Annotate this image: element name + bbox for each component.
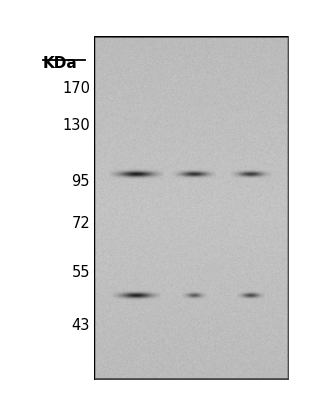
Text: B: B xyxy=(184,52,195,67)
Text: 55: 55 xyxy=(72,265,90,280)
Bar xyxy=(94,36,288,380)
Text: A: A xyxy=(139,52,150,67)
Text: 170: 170 xyxy=(62,81,90,96)
Text: C: C xyxy=(228,52,239,67)
Text: 72: 72 xyxy=(71,216,90,231)
Text: 95: 95 xyxy=(72,174,90,190)
Text: KDa: KDa xyxy=(43,56,78,71)
Text: 43: 43 xyxy=(72,318,90,333)
Text: 130: 130 xyxy=(62,118,90,133)
